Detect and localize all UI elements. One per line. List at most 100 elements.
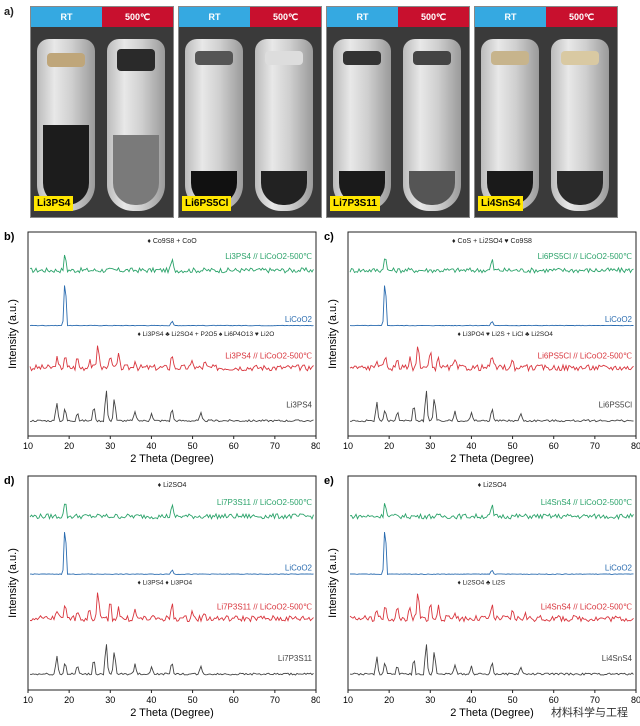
photo-label: Li6PS5Cl (182, 196, 232, 211)
series-line-top (349, 503, 634, 521)
x-tick-label: 30 (105, 441, 115, 451)
x-tick-label: 80 (311, 441, 320, 451)
x-tick-label: 30 (425, 695, 435, 705)
series-name-top: Li7P3S11 // LiCoO2-500℃ (217, 498, 312, 507)
x-tick-label: 70 (270, 695, 280, 705)
xrd-chart-b: b) 10 20 30 40 50 60 70 80 2 Theta (Degree) Intens… (0, 226, 320, 466)
series-name-top: Li4SnS4 // LiCoO2-500℃ (541, 498, 632, 507)
x-tick-label: 80 (631, 441, 640, 451)
x-tick-label: 50 (508, 695, 518, 705)
x-tick-label: 40 (146, 695, 156, 705)
y-axis-label: Intensity (a.u.) (7, 299, 19, 369)
rt-tag: RT (327, 7, 398, 27)
plot-frame (27, 231, 317, 437)
x-tick-label: 60 (549, 695, 559, 705)
x-tick-label: 80 (631, 695, 640, 705)
xrd-chart-c: c) 10 20 30 40 50 60 70 80 2 Theta (Degree) Intens… (320, 226, 640, 466)
x-tick-label: 50 (188, 441, 198, 451)
series-line-bot (350, 390, 634, 423)
rt-tag: RT (179, 7, 250, 27)
x-tick-label: 40 (466, 441, 476, 451)
series-name-top: Li3PS4 // LiCoO2-500℃ (225, 252, 312, 261)
series-line-mid (349, 346, 634, 373)
panel-label: c) (324, 231, 334, 243)
series-name-mid: Li3PS4 // LiCoO2-500℃ (225, 352, 312, 361)
hot-tag: 500℃ (250, 7, 321, 27)
annotation-top: ♦ Co9S8 + CoO (147, 238, 197, 245)
panel-a-label: a) (4, 6, 14, 18)
x-tick-label: 10 (23, 441, 33, 451)
series-line-ref (29, 285, 314, 327)
x-tick-label: 20 (64, 441, 74, 451)
x-tick-label: 10 (23, 695, 33, 705)
x-axis-label: 2 Theta (Degree) (130, 707, 214, 719)
series-line-top (29, 503, 314, 521)
photo-label: Li4SnS4 (478, 196, 524, 211)
x-tick-label: 70 (270, 441, 280, 451)
series-name-top: Li6PS5Cl // LiCoO2-500℃ (538, 252, 632, 261)
series-line-ref (349, 285, 634, 327)
x-tick-label: 20 (384, 441, 394, 451)
series-line-mid (29, 592, 314, 623)
xrd-chart-d: d) 10 20 30 40 50 60 70 80 2 Theta (Degree) Intens… (0, 470, 320, 720)
x-tick-label: 40 (146, 441, 156, 451)
annotation-top: ♦ CoS + Li2SO4 ♥ Co9S8 (452, 238, 532, 245)
photo-li3ps4: RT 500℃ Li3PS4 (30, 6, 174, 218)
series-name-bot: Li6PS5Cl (599, 401, 633, 410)
series-name-ref: LiCoO2 (285, 563, 313, 572)
x-tick-label: 80 (311, 695, 320, 705)
plot-frame (27, 475, 317, 691)
series-line-bot (29, 390, 314, 423)
photo-label: Li7P3S11 (330, 196, 380, 211)
photo-li7p3s11: RT 500℃ Li7P3S11 (326, 6, 470, 218)
x-tick-label: 50 (188, 695, 198, 705)
annotation-mid: ♦ Li3PS4 ♦ Li3PO4 (137, 579, 192, 586)
x-axis-label: 2 Theta (Degree) (450, 707, 534, 719)
hot-tag: 500℃ (102, 7, 173, 27)
rt-tag: RT (31, 7, 102, 27)
x-tick-label: 10 (343, 695, 353, 705)
y-axis-label: Intensity (a.u.) (7, 548, 19, 618)
series-line-ref (30, 532, 314, 575)
hot-tag: 500℃ (398, 7, 469, 27)
watermark: 材料科学与工程 (551, 706, 628, 719)
series-name-mid: Li6PS5Cl // LiCoO2-500℃ (538, 352, 632, 361)
x-tick-label: 20 (64, 695, 74, 705)
series-name-mid: Li7P3S11 // LiCoO2-500℃ (217, 603, 312, 612)
series-name-mid: Li4SnS4 // LiCoO2-500℃ (541, 603, 632, 612)
plot-frame (347, 231, 637, 437)
x-tick-label: 30 (425, 441, 435, 451)
series-name-ref: LiCoO2 (285, 315, 313, 324)
series-name-bot: Li4SnS4 (602, 654, 633, 663)
annotation-top: ♦ Li2SO4 (478, 482, 507, 489)
rt-tag: RT (475, 7, 546, 27)
series-line-mid (29, 345, 314, 372)
y-axis-label: Intensity (a.u.) (327, 548, 339, 618)
x-tick-label: 60 (229, 695, 239, 705)
x-tick-label: 60 (229, 441, 239, 451)
series-name-bot: Li3PS4 (286, 401, 312, 410)
series-name-ref: LiCoO2 (605, 315, 633, 324)
series-line-bot (349, 644, 634, 677)
panel-label: d) (4, 475, 15, 487)
x-tick-label: 50 (508, 441, 518, 451)
series-line-ref (349, 531, 634, 576)
annotation-top: ♦ Li2SO4 (158, 482, 187, 489)
series-line-mid (349, 593, 634, 623)
x-axis-label: 2 Theta (Degree) (130, 453, 214, 465)
panel-label: b) (4, 231, 15, 243)
x-axis-label: 2 Theta (Degree) (450, 453, 534, 465)
photo-li6ps5cl: RT 500℃ Li6PS5Cl (178, 6, 322, 218)
annotation-mid: ♦ Li3PS4 ♣ Li2SO4 + P2O5 ♠ Li6P4O13 ♥ Li… (137, 331, 274, 338)
photo-li4sns4: RT 500℃ Li4SnS4 (474, 6, 618, 218)
hot-tag: 500℃ (546, 7, 617, 27)
x-tick-label: 20 (384, 695, 394, 705)
annotation-mid: ♦ Li2SO4 ♣ Li2S (457, 579, 505, 586)
y-axis-label: Intensity (a.u.) (327, 299, 339, 369)
x-tick-label: 70 (590, 441, 600, 451)
x-tick-label: 40 (466, 695, 476, 705)
series-line-top (349, 258, 634, 274)
series-name-ref: LiCoO2 (605, 563, 633, 572)
x-tick-label: 70 (590, 695, 600, 705)
x-tick-label: 30 (105, 695, 115, 705)
